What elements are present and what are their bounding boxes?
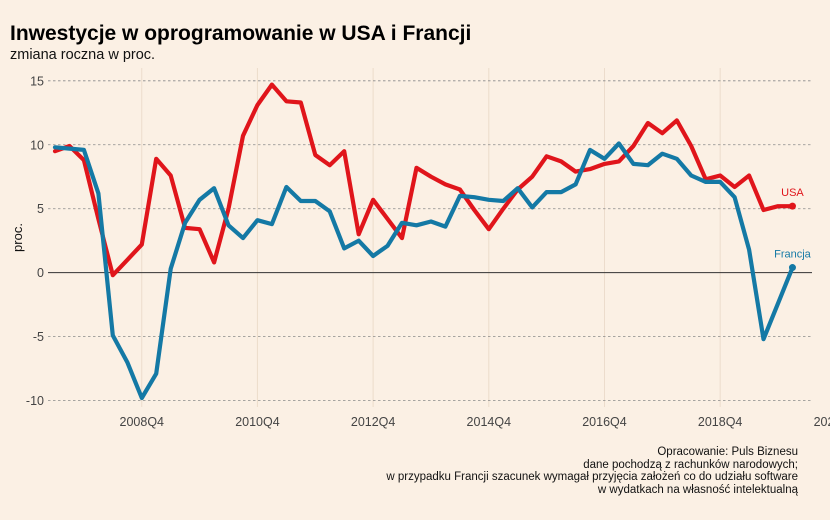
y-axis-title: proc. [10, 223, 25, 252]
chart-title: Inwestycje w oprogramowanie w USA i Fran… [10, 22, 472, 45]
x-tick-label: 2008Q4 [120, 415, 165, 429]
source-line: dane pochodzą z rachunków narodowych; [583, 458, 798, 471]
y-tick-label: -5 [33, 330, 44, 344]
x-tick-label: 2020Q4 [814, 415, 830, 429]
x-tick-label: 2014Q4 [467, 415, 512, 429]
source-line: Opracowanie: Puls Biznesu [657, 446, 798, 458]
y-tick-label: 0 [37, 266, 44, 280]
axis-layer: -10 -5 0 5 10 15 2008Q4 2010Q4 2012Q4 2014Q4 2016Q… [10, 74, 830, 429]
y-tick-label: 10 [30, 138, 44, 152]
source-line: w przypadku Francji szacunek wymagał prz… [386, 471, 798, 484]
y-tick-label: 5 [37, 202, 44, 216]
series-end-point-francja [788, 264, 796, 272]
series-line-usa [52, 82, 795, 278]
y-tick-label: -10 [26, 394, 44, 408]
x-tick-label: 2010Q4 [235, 415, 280, 429]
series-label-francja: Francja [774, 249, 812, 261]
y-tick-label: 15 [30, 74, 44, 88]
source-note: Opracowanie: Puls Biznesu dane pochodzą … [386, 446, 798, 496]
x-tick-label: 2018Q4 [698, 415, 743, 429]
series-label-usa: USA [781, 187, 804, 199]
x-tick-label: 2016Q4 [582, 415, 627, 429]
series-layer [52, 82, 796, 401]
label-layer: USA Francja [774, 187, 812, 260]
series-line-francja [52, 141, 795, 401]
series-end-point-usa [788, 202, 796, 210]
grid-layer [48, 68, 812, 407]
source-line: w wydatkach na własność intelektualną [597, 483, 798, 496]
chart-subtitle: zmiana roczna w proc. [10, 47, 156, 63]
x-tick-label: 2012Q4 [351, 415, 396, 429]
